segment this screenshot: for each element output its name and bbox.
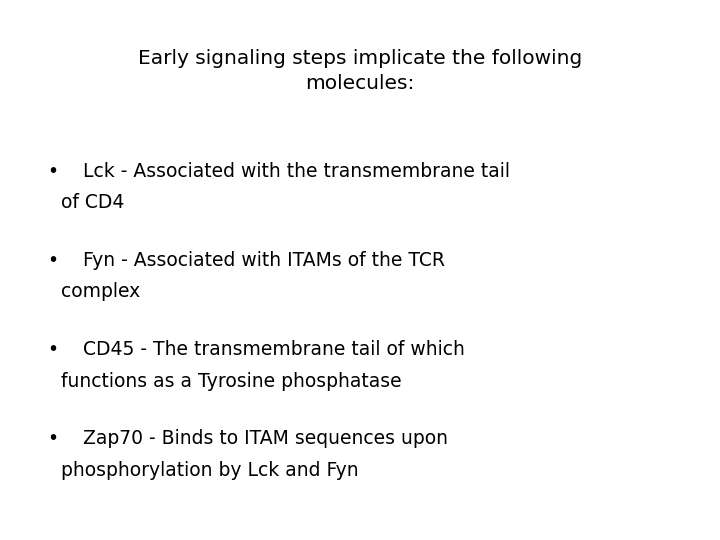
Text: •: •: [47, 340, 58, 359]
Text: of CD4: of CD4: [61, 193, 125, 212]
Text: Lck - Associated with the transmembrane tail: Lck - Associated with the transmembrane …: [83, 162, 510, 181]
Text: Early signaling steps implicate the following
molecules:: Early signaling steps implicate the foll…: [138, 49, 582, 93]
Text: Fyn - Associated with ITAMs of the TCR: Fyn - Associated with ITAMs of the TCR: [83, 251, 445, 270]
Text: complex: complex: [61, 282, 140, 301]
Text: •: •: [47, 162, 58, 181]
Text: •: •: [47, 429, 58, 448]
Text: CD45 - The transmembrane tail of which: CD45 - The transmembrane tail of which: [83, 340, 464, 359]
Text: •: •: [47, 251, 58, 270]
Text: phosphorylation by Lck and Fyn: phosphorylation by Lck and Fyn: [61, 461, 359, 480]
Text: functions as a Tyrosine phosphatase: functions as a Tyrosine phosphatase: [61, 372, 402, 390]
Text: Zap70 - Binds to ITAM sequences upon: Zap70 - Binds to ITAM sequences upon: [83, 429, 448, 448]
